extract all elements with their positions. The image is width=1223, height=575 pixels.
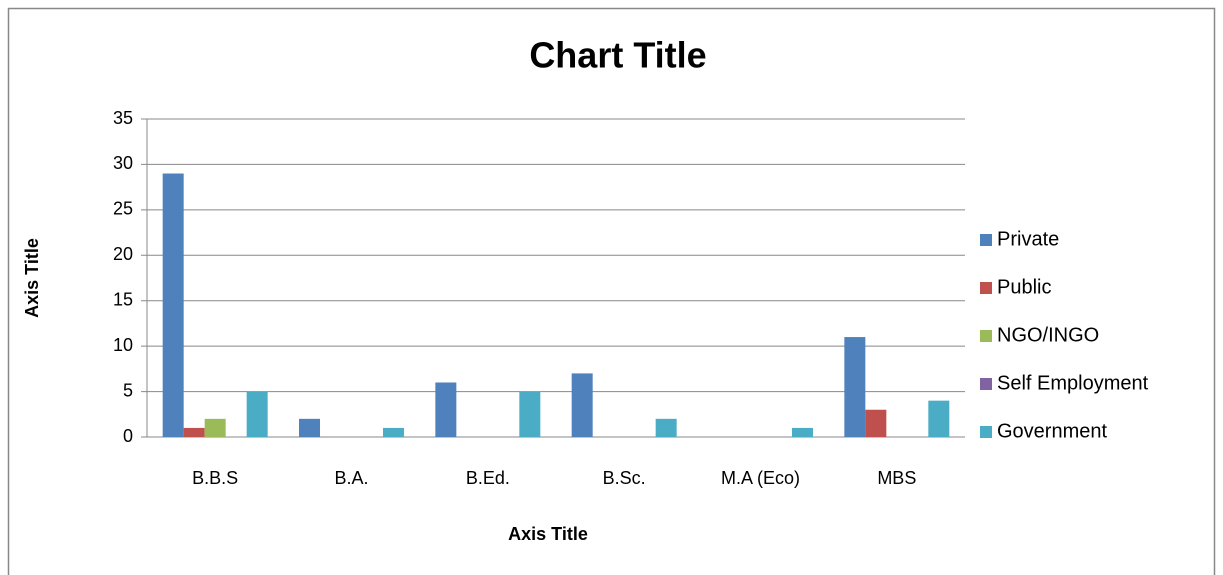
y-tick-label: 25 [113,199,133,219]
y-tick-label: 35 [113,108,133,128]
x-tick-label: B.Sc. [603,468,646,488]
chart-title: Chart Title [529,35,706,76]
y-axis-title: Axis Title [22,238,42,318]
bar [162,173,184,437]
y-tick-label: 5 [123,380,133,400]
legend-swatch [980,426,992,438]
y-tick-label: 30 [113,153,133,173]
bar [382,427,404,437]
bar [435,382,457,437]
bar [246,391,268,437]
bar [791,427,813,437]
x-tick-label: B.B.S [192,468,238,488]
legend-label: Self Employment [997,372,1149,394]
bar [928,400,950,437]
legend-swatch [980,378,992,390]
bar [183,427,205,437]
y-tick-label: 20 [113,244,133,264]
y-tick-label: 0 [123,426,133,446]
bar [655,418,677,437]
legend-swatch [980,234,992,246]
bar [844,337,866,437]
legend-label: Public [997,276,1051,298]
bar [865,409,887,437]
legend-label: NGO/INGO [997,324,1099,346]
legend-swatch [980,330,992,342]
x-tick-label: B.A. [334,468,368,488]
legend-label: Government [997,420,1107,442]
legend-swatch [980,282,992,294]
bar [519,391,541,437]
bar [204,418,226,437]
y-tick-label: 15 [113,289,133,309]
legend-label: Private [997,228,1059,250]
bar [571,373,593,437]
x-axis-title: Axis Title [508,524,588,544]
x-tick-label: M.A (Eco) [721,468,800,488]
bar [299,418,321,437]
chart-frame [7,7,1216,575]
x-tick-label: MBS [877,468,916,488]
y-tick-label: 10 [113,335,133,355]
x-tick-label: B.Ed. [466,468,510,488]
